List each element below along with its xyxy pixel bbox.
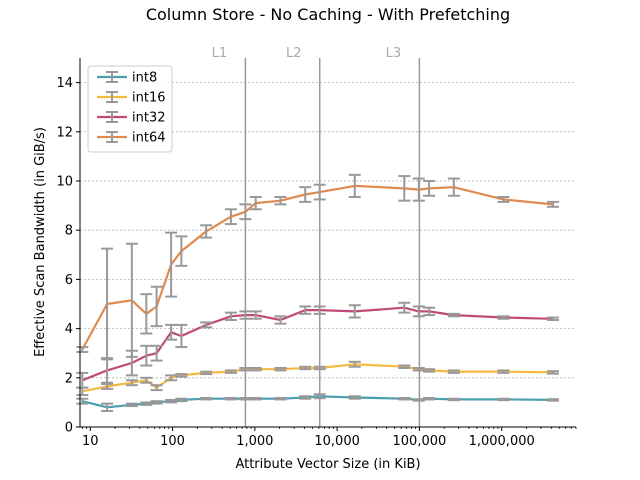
y-axis-label: Effective Scan Bandwidth (in GiB/s) xyxy=(33,127,48,357)
error-bar xyxy=(274,398,286,399)
error-bar xyxy=(140,294,152,333)
series-int32 xyxy=(76,303,559,388)
error-bar xyxy=(547,399,559,400)
error-bar xyxy=(200,322,212,327)
x-tick-label: 10 xyxy=(82,434,99,449)
x-axis-label: Attribute Vector Size (in KiB) xyxy=(235,457,420,472)
error-bar xyxy=(239,398,251,399)
legend-label-int64: int64 xyxy=(132,131,166,146)
y-tick-label: 8 xyxy=(65,224,73,239)
x-tick-label: 100,000 xyxy=(393,434,447,449)
series-int8 xyxy=(76,394,559,411)
series-line-int64 xyxy=(82,186,553,350)
error-bar xyxy=(76,373,88,388)
error-bar xyxy=(448,399,460,400)
cache-label-l3: L3 xyxy=(386,46,402,61)
error-bar xyxy=(225,209,237,224)
error-bar xyxy=(200,398,212,399)
error-bar xyxy=(423,398,435,399)
error-bar xyxy=(165,233,177,297)
chart-title: Column Store - No Caching - With Prefetc… xyxy=(146,5,510,24)
x-tick-label: 1,000,000 xyxy=(469,434,535,449)
series-int64 xyxy=(76,175,559,360)
error-bar xyxy=(101,358,113,383)
error-bar xyxy=(413,399,425,400)
y-tick-label: 0 xyxy=(65,421,73,436)
x-tick-label: 10,000 xyxy=(314,434,360,449)
cache-label-l2: L2 xyxy=(286,46,302,61)
y-tick-label: 6 xyxy=(65,273,73,288)
error-bar xyxy=(175,236,187,266)
cache-label-l1: L1 xyxy=(212,46,228,61)
y-tick-label: 4 xyxy=(65,322,73,337)
legend-label-int32: int32 xyxy=(132,111,166,126)
error-bar xyxy=(239,204,251,219)
error-bar xyxy=(76,347,88,352)
error-bar xyxy=(151,385,163,390)
legend-label-int8: int8 xyxy=(132,71,157,86)
y-tick-label: 2 xyxy=(65,371,73,386)
x-tick-label: 1,000 xyxy=(236,434,273,449)
legend: int8 int16 int32 int64 xyxy=(88,66,172,152)
x-tick-label: 100 xyxy=(160,434,185,449)
error-bar xyxy=(398,398,410,399)
error-bar xyxy=(225,398,237,399)
error-bar xyxy=(497,399,509,400)
series-layer xyxy=(76,175,559,411)
y-tick-label: 14 xyxy=(56,76,73,91)
y-tick-label: 10 xyxy=(56,175,73,190)
series-int16 xyxy=(76,362,559,395)
y-tick-label: 12 xyxy=(56,125,73,140)
legend-label-int16: int16 xyxy=(132,91,166,106)
error-bar xyxy=(250,398,262,399)
